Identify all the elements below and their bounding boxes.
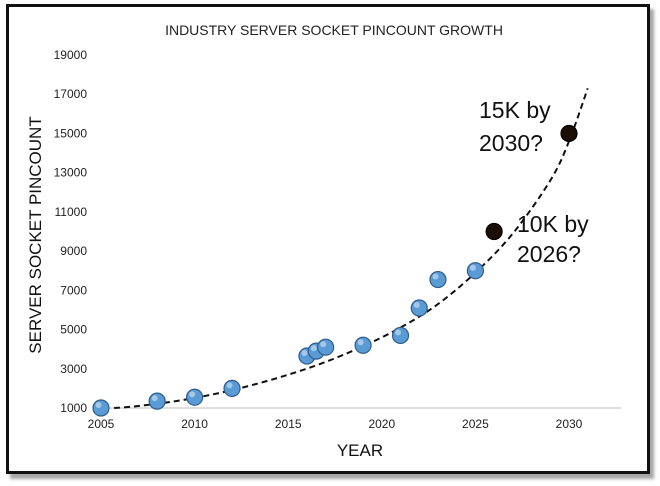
y-tick-label: 3000 [60, 362, 87, 376]
x-axis-label: YEAR [337, 441, 383, 460]
x-tick-label: 2025 [462, 417, 489, 431]
x-tick-label: 2030 [556, 417, 583, 431]
y-tick-label: 15000 [54, 126, 88, 140]
data-point-projected [485, 222, 503, 241]
data-point-highlight [357, 339, 364, 346]
annotation-10k-line2: 2026? [517, 241, 581, 267]
chart: INDUSTRY SERVER SOCKET PINCOUNT GROWTH S… [26, 22, 621, 460]
chart-title: INDUSTRY SERVER SOCKET PINCOUNT GROWTH [165, 22, 503, 38]
data-point-highlight [310, 345, 317, 352]
x-tick-labels: 2005 2010 2015 2020 2025 2030 [88, 417, 583, 431]
data-point-highlight [413, 301, 420, 308]
y-tick-label: 7000 [60, 283, 87, 297]
y-tick-label: 9000 [60, 244, 87, 258]
data-point-historical [391, 326, 410, 345]
data-point-historical [223, 379, 241, 397]
data-point-highlight [151, 395, 158, 402]
data-point-historical [466, 262, 484, 280]
data-point-highlight [469, 264, 476, 271]
y-tick-label: 11000 [55, 205, 88, 219]
data-point-historical [429, 270, 447, 289]
annotation-15k-line1: 15K by [479, 97, 551, 123]
data-point-historical [186, 388, 204, 406]
y-tick-label: 13000 [54, 166, 88, 180]
annotation-10k-line1: 10K by [517, 211, 589, 237]
data-point-historical [354, 336, 372, 354]
y-tick-label: 5000 [60, 323, 87, 337]
data-point-projected [560, 124, 578, 143]
data-point-highlight [189, 391, 196, 398]
data-point-historical [410, 299, 428, 317]
data-point-historical [92, 399, 110, 417]
data-point-highlight [432, 273, 439, 280]
x-tick-label: 2015 [275, 417, 302, 431]
data-point-historical [148, 392, 166, 410]
y-tick-label: 17000 [54, 87, 88, 101]
x-tick-label: 2010 [181, 417, 208, 431]
x-tick-label: 2020 [368, 417, 395, 431]
data-point-highlight [301, 350, 308, 357]
annotation-15k-line2: 2030? [479, 130, 543, 156]
data-point-highlight [320, 341, 327, 348]
data-point-highlight [95, 402, 102, 408]
chart-frame: INDUSTRY SERVER SOCKET PINCOUNT GROWTH S… [6, 4, 650, 474]
y-tick-label: 19000 [54, 48, 88, 62]
y-axis-label: SERVER SOCKET PINCOUNT [26, 116, 45, 353]
y-tick-label: 1000 [60, 401, 87, 415]
data-points [92, 124, 578, 417]
data-point-historical [317, 338, 335, 356]
x-tick-label: 2005 [88, 417, 115, 431]
data-point-highlight [395, 329, 402, 336]
y-tick-labels: 1000 3000 5000 7000 9000 11000 13000 15000 17000… [54, 48, 88, 415]
data-point-highlight [226, 382, 233, 389]
